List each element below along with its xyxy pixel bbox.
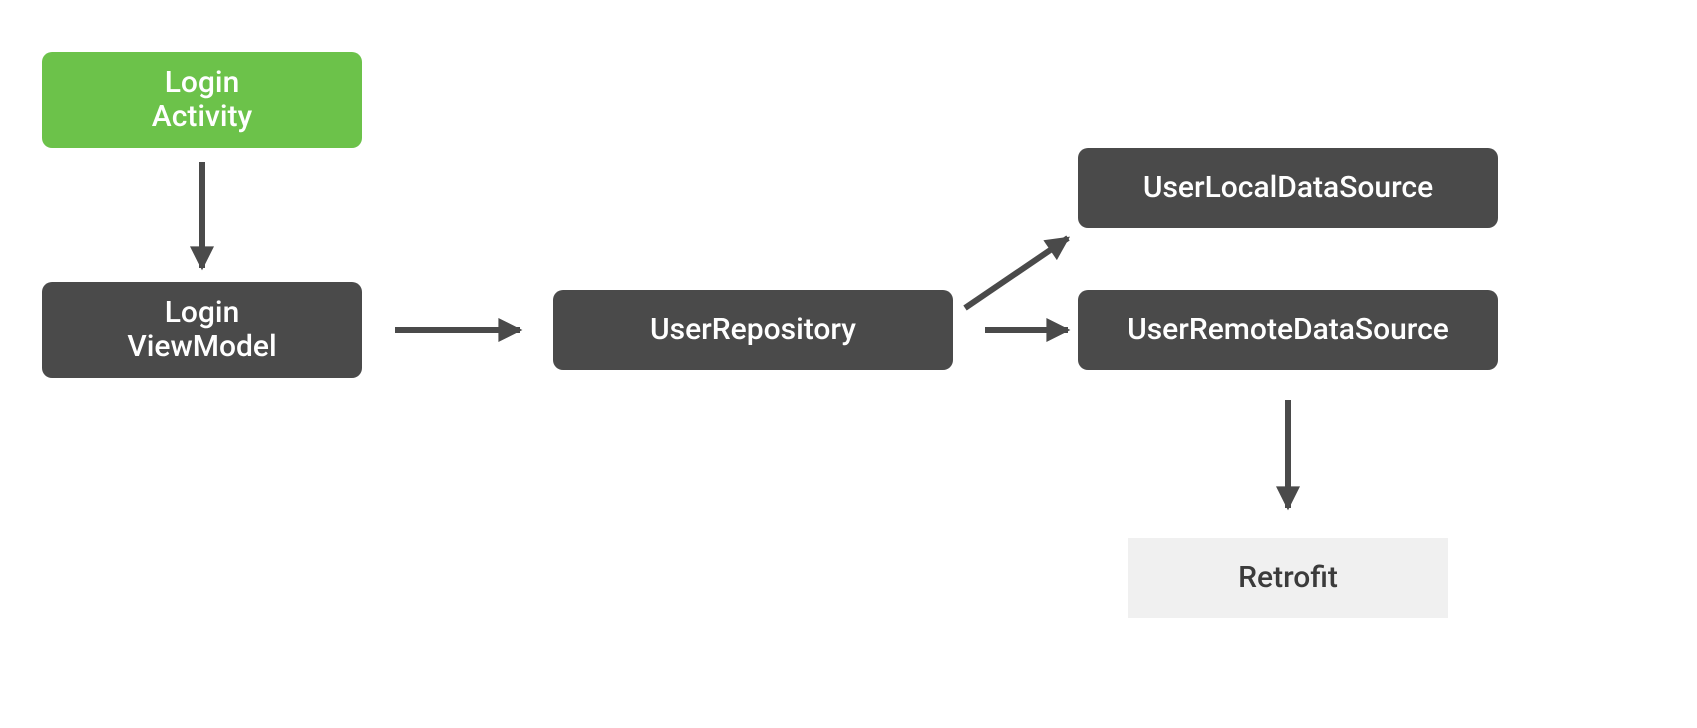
- node-user-repository: UserRepository: [553, 290, 953, 370]
- node-login-viewmodel: Login ViewModel: [42, 282, 362, 378]
- diagram-canvas: Login Activity Login ViewModel UserRepos…: [0, 0, 1697, 728]
- node-user-remote-data-source: UserRemoteDataSource: [1078, 290, 1498, 370]
- node-user-local-data-source: UserLocalDataSource: [1078, 148, 1498, 228]
- edge-e3: [965, 238, 1068, 308]
- node-login-activity: Login Activity: [42, 52, 362, 148]
- node-retrofit: Retrofit: [1128, 538, 1448, 618]
